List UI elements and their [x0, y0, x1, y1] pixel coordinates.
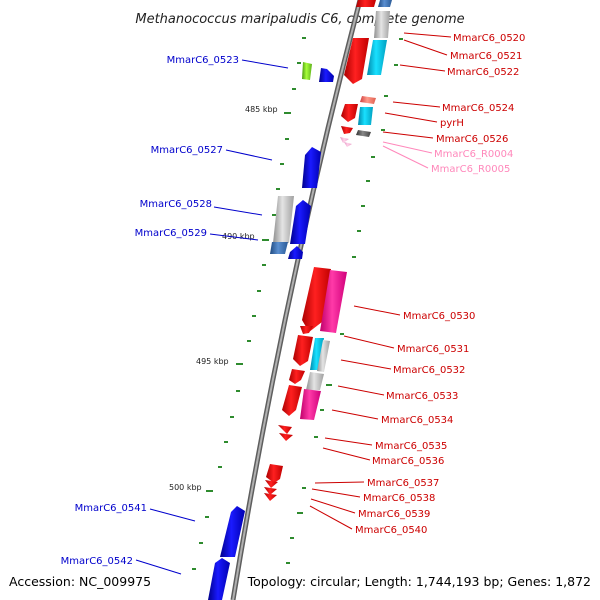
scale-label-490: 490 kbp	[222, 232, 255, 241]
gene-feature-0542[interactable]	[208, 558, 230, 600]
gene-feature-0523-a[interactable]	[302, 62, 312, 80]
gene-label-MmarC6_0540[interactable]: MmarC6_0540	[355, 525, 427, 536]
rna-gene-labels: MmarC6_R0004 MmarC6_R0005	[431, 149, 513, 175]
gene-feature-0527[interactable]	[302, 147, 321, 188]
gene-label-MmarC6_0527[interactable]: MmarC6_0527	[151, 145, 223, 156]
gene-label-MmarC6_R0005[interactable]: MmarC6_R0005	[431, 164, 510, 175]
topology-text: Topology: circular; Length: 1,744,193 bp…	[247, 574, 591, 589]
gene-feature-0541[interactable]	[220, 506, 245, 557]
gene-label-MmarC6_0528[interactable]: MmarC6_0528	[140, 199, 212, 210]
gene-label-MmarC6_0530[interactable]: MmarC6_0530	[403, 311, 475, 322]
gene-feature-0534[interactable]	[282, 385, 302, 416]
gene-feature-0533-b[interactable]	[306, 372, 324, 390]
gene-feature-0523-b[interactable]	[319, 68, 334, 82]
gene-label-MmarC6_0539[interactable]: MmarC6_0539	[358, 509, 430, 520]
gene-label-MmarC6_0522[interactable]: MmarC6_0522	[447, 67, 519, 78]
gene-label-MmarC6_0542[interactable]: MmarC6_0542	[61, 556, 133, 567]
gene-feature-0536[interactable]	[279, 433, 293, 441]
scale-label-500: 500 kbp	[169, 483, 202, 492]
accession-text: Accession: NC_009975	[9, 574, 151, 589]
reverse-gene-labels: MmarC6_0520 MmarC6_0521 MmarC6_0522 Mmar…	[355, 33, 525, 536]
gene-feature-0537[interactable]	[266, 464, 283, 483]
gene-feature-0528-b[interactable]	[290, 200, 311, 244]
map-title: Methanococcus maripaludis C6, complete g…	[135, 12, 464, 27]
gene-label-pyrH[interactable]: pyrH	[440, 118, 464, 129]
gene-label-MmarC6_0533[interactable]: MmarC6_0533	[386, 391, 458, 402]
gene-label-MmarC6_0526[interactable]: MmarC6_0526	[436, 134, 508, 145]
gene-feature-pyrH[interactable]	[358, 107, 373, 125]
gene-feature-0526-b[interactable]	[356, 130, 371, 137]
reverse-strand-features	[264, 0, 392, 501]
scale-label-495: 495 kbp	[196, 357, 229, 366]
gene-feature-0538[interactable]	[265, 480, 278, 488]
scale-ticks	[192, 37, 403, 570]
gene-feature-0539[interactable]	[264, 487, 277, 495]
gene-label-MmarC6_0520[interactable]: MmarC6_0520	[453, 33, 525, 44]
gene-feature-0532-b[interactable]	[317, 340, 330, 372]
gene-label-MmarC6_0538[interactable]: MmarC6_0538	[363, 493, 435, 504]
gene-feature-0524-b[interactable]	[360, 96, 376, 104]
gene-feature-0532[interactable]	[310, 338, 324, 370]
gene-label-MmarC6_0521[interactable]: MmarC6_0521	[450, 51, 522, 62]
gene-feature-R0004[interactable]	[340, 137, 349, 143]
gene-feature-0535[interactable]	[278, 425, 292, 434]
gene-feature-0524[interactable]	[341, 104, 358, 122]
gene-label-MmarC6_R0004[interactable]: MmarC6_R0004	[434, 149, 513, 160]
gene-feature-0528[interactable]	[273, 196, 294, 243]
genome-backbone	[230, 0, 363, 600]
gene-feature-0522[interactable]	[367, 40, 387, 75]
gene-feature-0529[interactable]	[270, 242, 288, 254]
gene-feature-0529-b[interactable]	[288, 246, 303, 259]
gene-label-MmarC6_0524[interactable]: MmarC6_0524	[442, 103, 514, 114]
forward-gene-labels: MmarC6_0523 MmarC6_0527 MmarC6_0528 Mmar…	[61, 55, 239, 567]
gene-feature-0534-b[interactable]	[300, 389, 321, 420]
gene-feature-0530[interactable]	[302, 267, 331, 332]
gene-feature-0530-b[interactable]	[320, 270, 347, 333]
gene-label-MmarC6_0534[interactable]: MmarC6_0534	[381, 415, 453, 426]
gene-feature-0533[interactable]	[289, 369, 305, 384]
gene-feature-0540[interactable]	[264, 493, 277, 501]
gene-feature-0520[interactable]	[356, 0, 376, 7]
leader-lines	[135, 32, 452, 575]
gene-label-MmarC6_0532[interactable]: MmarC6_0532	[393, 365, 465, 376]
gene-label-MmarC6_0529[interactable]: MmarC6_0529	[135, 228, 207, 239]
gene-label-MmarC6_0537[interactable]: MmarC6_0537	[367, 478, 439, 489]
gene-feature-R0005[interactable]	[344, 142, 352, 147]
gene-feature-0520-b[interactable]	[378, 0, 392, 7]
gene-label-MmarC6_0531[interactable]: MmarC6_0531	[397, 344, 469, 355]
gene-feature-0521-b[interactable]	[374, 11, 390, 38]
forward-strand-features	[208, 62, 334, 600]
gene-feature-0526[interactable]	[341, 126, 353, 134]
gene-label-MmarC6_0536[interactable]: MmarC6_0536	[372, 456, 444, 467]
gene-label-MmarC6_0535[interactable]: MmarC6_0535	[375, 441, 447, 452]
gene-label-MmarC6_0541[interactable]: MmarC6_0541	[75, 503, 147, 514]
gene-label-MmarC6_0523[interactable]: MmarC6_0523	[167, 55, 239, 66]
gene-feature-0521[interactable]	[344, 38, 369, 84]
gene-feature-0531[interactable]	[300, 326, 313, 334]
scale-label-485: 485 kbp	[245, 105, 278, 114]
gene-feature-0531-b[interactable]	[293, 335, 313, 366]
